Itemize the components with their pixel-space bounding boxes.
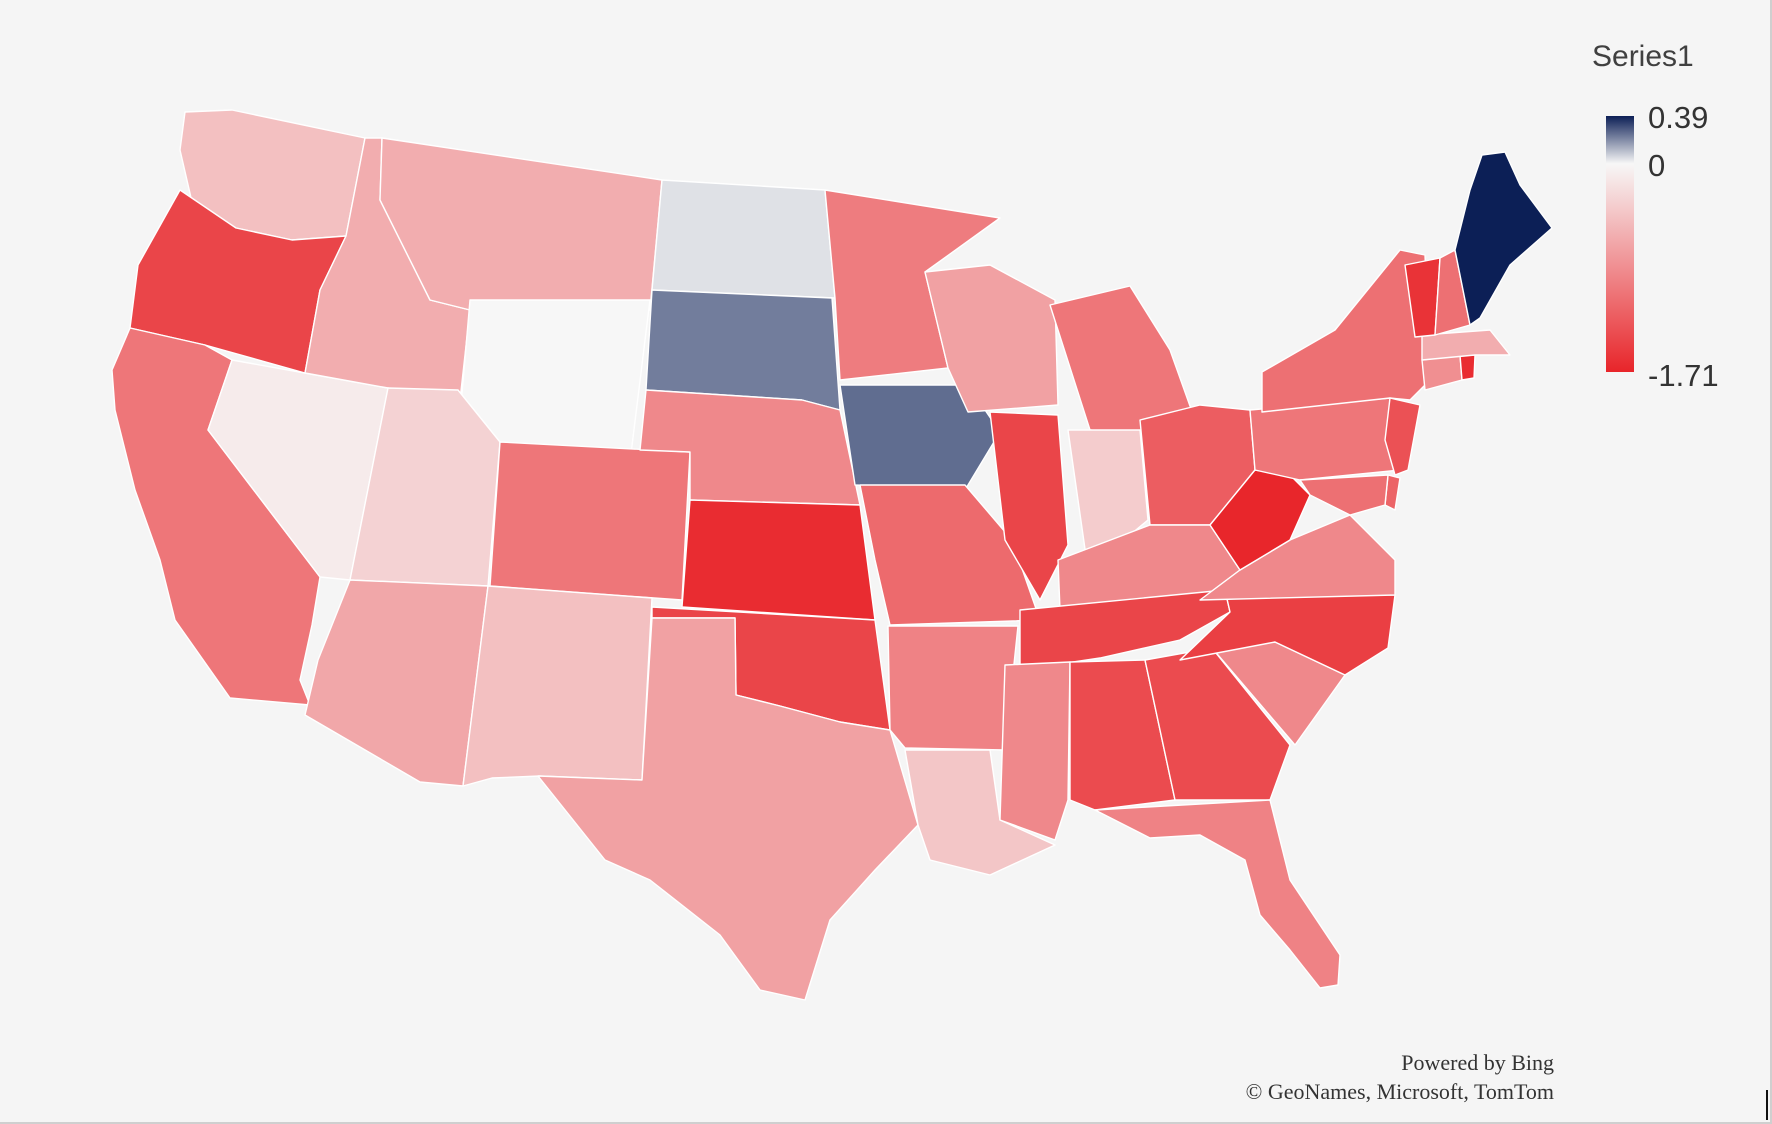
state-new-jersey[interactable]: [1384, 397, 1421, 476]
state-rhode-island[interactable]: [1459, 354, 1476, 381]
state-louisiana[interactable]: [904, 749, 1056, 876]
state-montana[interactable]: [379, 137, 663, 311]
state-utah[interactable]: [349, 387, 501, 587]
state-connecticut[interactable]: [1421, 354, 1463, 391]
state-mississippi[interactable]: [999, 661, 1071, 841]
state-maryland[interactable]: [1299, 474, 1389, 516]
state-kansas[interactable]: [681, 499, 876, 621]
state-north-carolina[interactable]: [1179, 589, 1396, 676]
copyright-text: © GeoNames, Microsoft, TomTom: [1245, 1079, 1554, 1104]
legend-max-label: 0.39: [1648, 100, 1709, 135]
state-arkansas[interactable]: [887, 625, 1019, 751]
state-florida[interactable]: [1094, 799, 1341, 989]
state-alabama[interactable]: [1069, 659, 1176, 811]
legend-zero-label: 0: [1648, 148, 1666, 183]
powered-by-text: Powered by Bing: [1401, 1050, 1554, 1075]
legend-min-label: -1.71: [1648, 358, 1719, 393]
state-illinois[interactable]: [989, 411, 1069, 601]
state-new-mexico[interactable]: [462, 585, 653, 787]
state-wisconsin[interactable]: [924, 264, 1059, 413]
map-credits: Powered by Bing © GeoNames, Microsoft, T…: [1246, 1048, 1554, 1106]
state-colorado[interactable]: [489, 441, 691, 601]
state-iowa[interactable]: [839, 384, 1001, 491]
text-cursor: [1766, 1090, 1768, 1120]
legend-color-scale: [1606, 116, 1634, 372]
state-arizona[interactable]: [304, 579, 489, 787]
state-massachusetts[interactable]: [1421, 329, 1511, 361]
state-maine[interactable]: [1454, 151, 1553, 326]
legend-title: Series1: [1592, 40, 1694, 73]
state-north-dakota[interactable]: [651, 179, 836, 299]
state-new-york[interactable]: [1261, 249, 1431, 413]
state-texas[interactable]: [537, 617, 919, 1001]
